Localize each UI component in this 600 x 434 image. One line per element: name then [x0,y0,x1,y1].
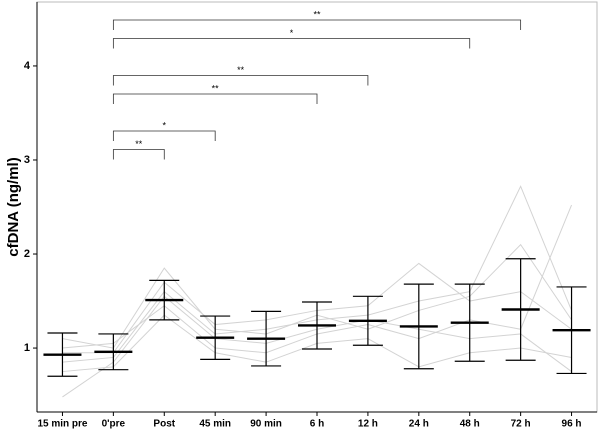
y-axis-label: cfDNA (ng/ml) [5,157,22,256]
significance-label: * [290,28,294,38]
x-tick-label: 90 min [250,419,282,430]
x-tick-label: 45 min [199,419,231,430]
x-tick-label: 72 h [511,419,531,430]
x-tick-label: 0'pre [102,419,126,430]
x-tick-label: 6 h [310,419,324,430]
significance-bracket [112,75,369,86]
significance-bracket [112,130,216,141]
y-tick-label: 4 [24,60,31,72]
x-tick-label: 15 min pre [37,419,87,430]
significance-bracket [112,19,522,30]
y-tick-label: 2 [24,248,30,260]
significance-label: ** [212,83,220,93]
y-tick-label: 1 [24,342,30,354]
significance-label: ** [237,65,245,75]
x-tick-label: 24 h [409,419,429,430]
x-tick-label: 48 h [460,419,480,430]
plot-frame [36,1,598,413]
significance-bracket [112,38,471,49]
x-tick-label: 12 h [358,419,378,430]
significance-label: ** [313,9,321,19]
significance-bracket [112,149,165,160]
y-tick-label: 3 [24,154,30,166]
significance-bracket [112,93,318,104]
significance-label: * [163,120,167,130]
significance-label: ** [135,139,143,149]
x-tick-label: Post [153,419,175,430]
x-tick-label: 96 h [562,419,582,430]
